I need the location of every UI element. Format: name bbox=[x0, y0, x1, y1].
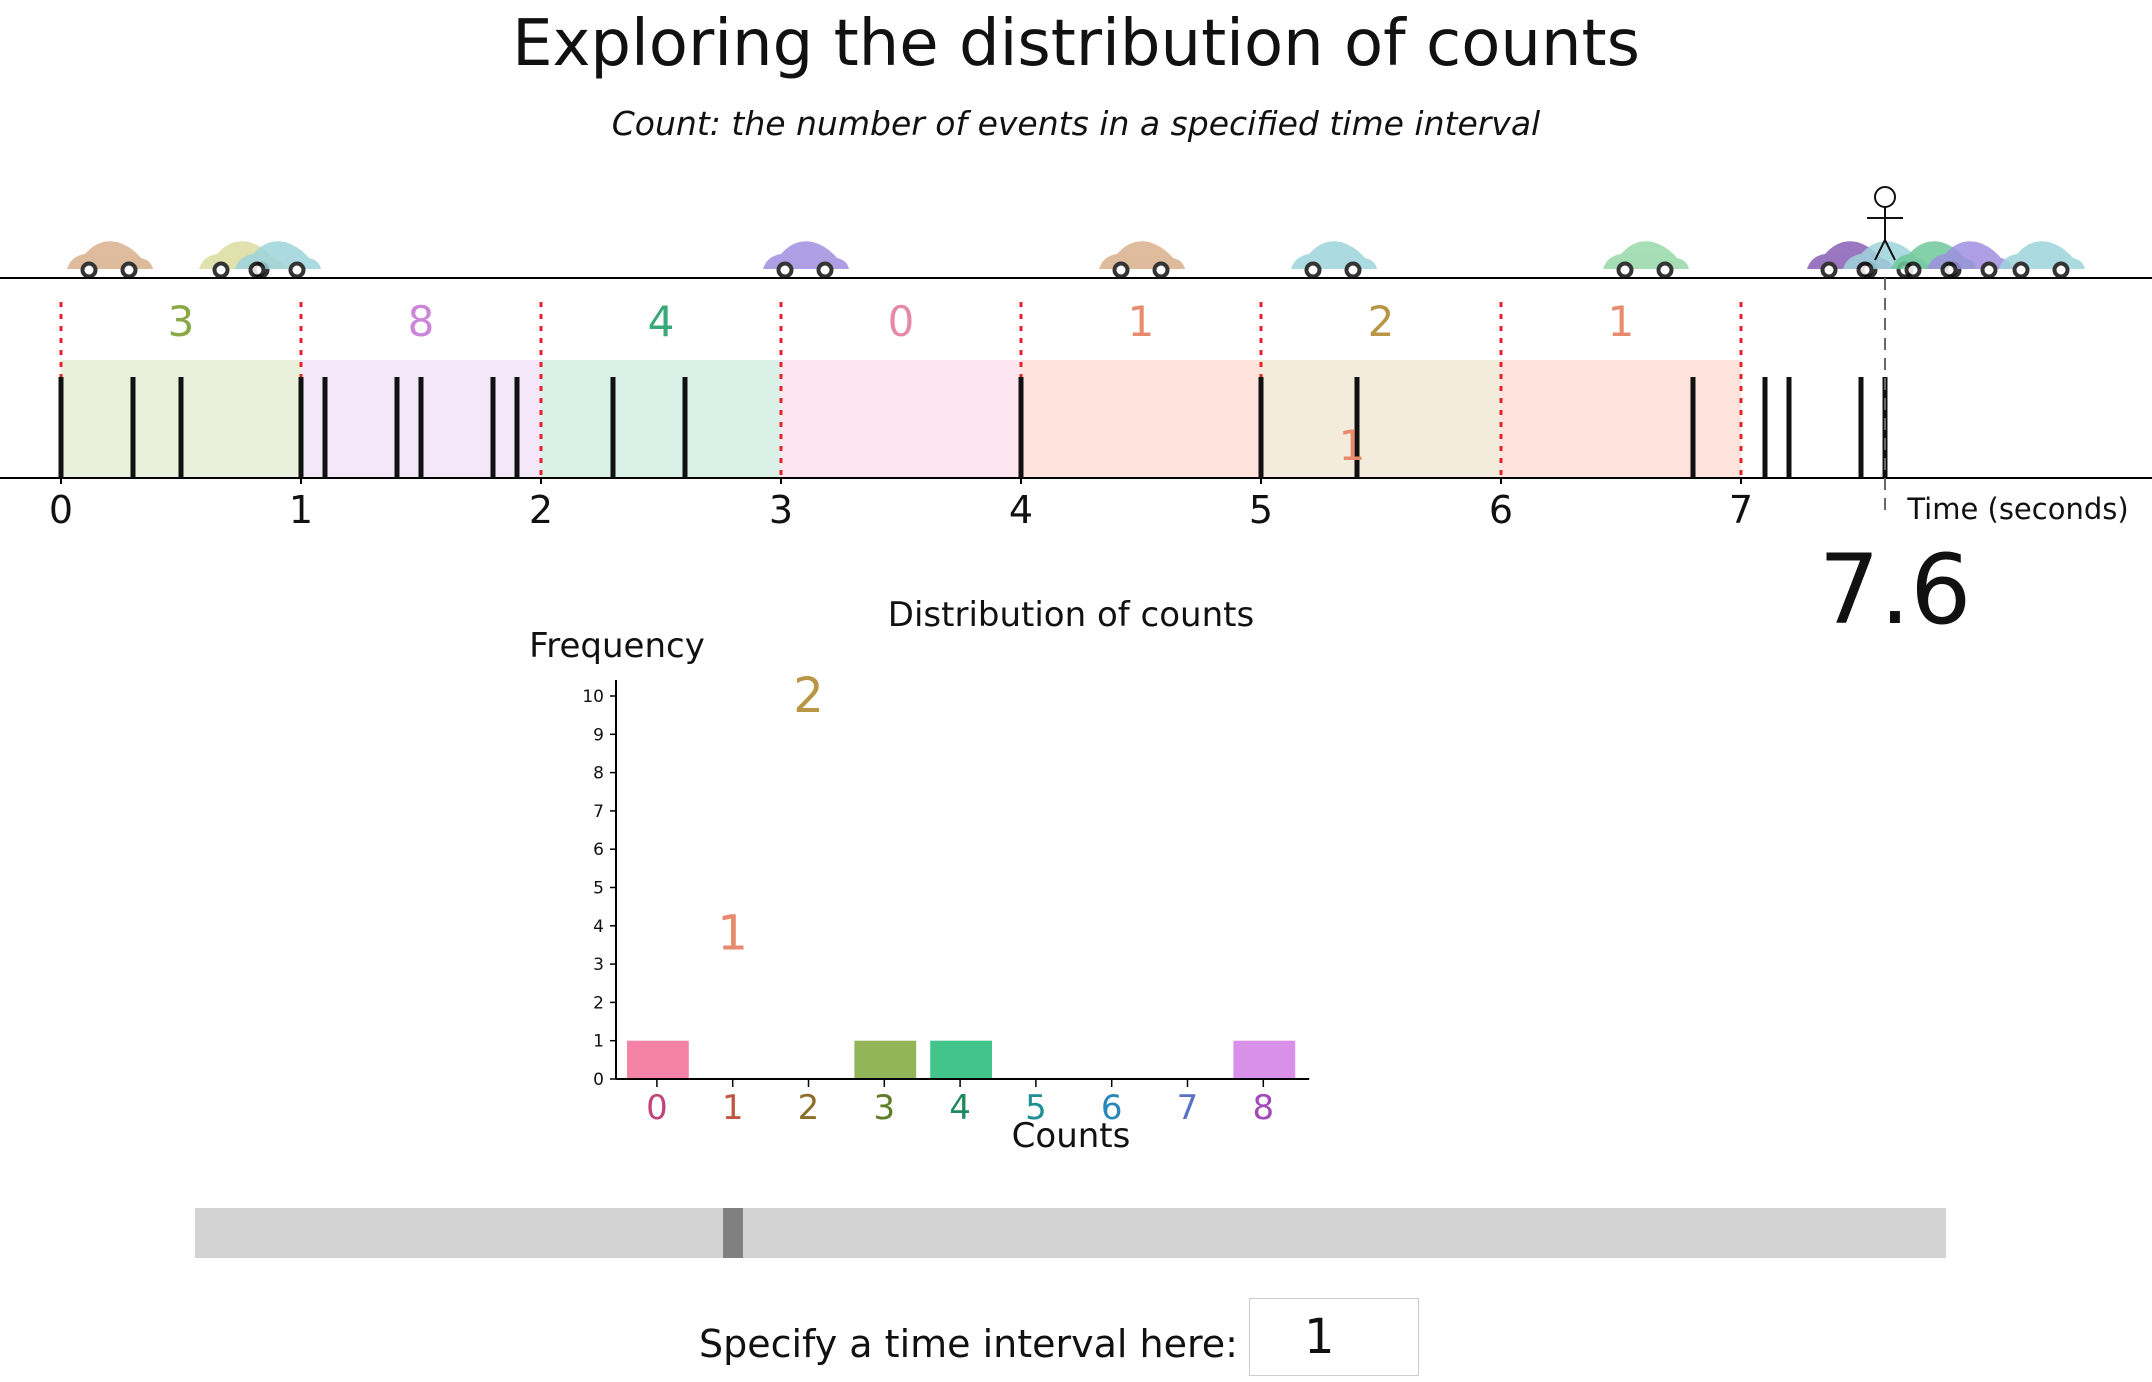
histogram-bar bbox=[930, 1040, 992, 1079]
car-icon bbox=[235, 241, 321, 279]
x-tick-label: 5 bbox=[1025, 1088, 1047, 1128]
interval-fill bbox=[541, 360, 781, 478]
histogram-chart: Distribution of counts Frequency Counts … bbox=[529, 595, 1310, 1156]
histogram-bar bbox=[627, 1040, 689, 1079]
interval-count-label: 0 bbox=[888, 297, 915, 346]
floating-count-label: 1 bbox=[717, 905, 748, 961]
interval-count-label: 2 bbox=[1368, 297, 1395, 346]
time-tick-label: 0 bbox=[49, 488, 73, 532]
car-icon bbox=[1099, 241, 1185, 279]
interval-fill bbox=[781, 360, 1021, 478]
x-tick-label: 0 bbox=[646, 1088, 668, 1128]
y-tick-label: 1 bbox=[593, 1032, 604, 1052]
histogram-y-label: Frequency bbox=[529, 626, 705, 666]
interval-input[interactable] bbox=[1249, 1298, 1419, 1376]
interval-count-label: 1 bbox=[1128, 297, 1155, 346]
time-tick-label: 6 bbox=[1489, 488, 1513, 532]
y-tick-label: 5 bbox=[593, 879, 604, 899]
x-tick-label: 8 bbox=[1252, 1088, 1274, 1128]
car-icon bbox=[67, 241, 153, 279]
x-tick-label: 7 bbox=[1177, 1088, 1199, 1128]
time-slider-thumb[interactable] bbox=[723, 1208, 744, 1258]
time-tick-label: 4 bbox=[1009, 488, 1033, 532]
histogram-title: Distribution of counts bbox=[888, 595, 1254, 635]
stick-figure-icon bbox=[1867, 186, 1903, 261]
interval-row: Specify a time interval here: bbox=[0, 1298, 2152, 1378]
time-axis-label: Time (seconds) bbox=[1906, 492, 2128, 526]
car-icon bbox=[1927, 241, 2013, 279]
y-tick-label: 2 bbox=[593, 993, 604, 1013]
current-time-readout: 7.6 bbox=[1819, 534, 1972, 646]
interval-count-label: 3 bbox=[168, 297, 195, 346]
y-tick-label: 10 bbox=[582, 687, 604, 707]
interval-count-label: 8 bbox=[408, 297, 435, 346]
time-tick-label: 3 bbox=[769, 488, 793, 532]
timeline-chart: 3 8 4 0 1 2 1 0 1 2 3 4 5 6 7 Time (seconds) 7.6 1 bbox=[0, 186, 2152, 646]
interval-count-label: 4 bbox=[648, 297, 675, 346]
car-icon bbox=[763, 241, 849, 279]
x-tick-label: 1 bbox=[722, 1088, 744, 1128]
y-tick-label: 3 bbox=[593, 955, 604, 975]
page-subtitle: Count: the number of events in a specifi… bbox=[611, 104, 1541, 143]
floating-count-label: 1 bbox=[1339, 421, 1366, 470]
time-tick-label: 1 bbox=[289, 488, 313, 532]
page-title: Exploring the distribution of counts bbox=[512, 7, 1640, 81]
time-tick-label: 7 bbox=[1729, 488, 1753, 532]
y-tick-label: 6 bbox=[593, 840, 604, 860]
time-tick-label: 2 bbox=[529, 488, 553, 532]
histogram-x-label: Counts bbox=[1012, 1116, 1131, 1156]
histogram-bar bbox=[854, 1040, 917, 1079]
interval-fill bbox=[1501, 360, 1741, 478]
x-tick-label: 4 bbox=[949, 1088, 971, 1128]
interval-count-label: 1 bbox=[1608, 297, 1635, 346]
x-tick-label: 3 bbox=[873, 1088, 895, 1128]
interval-fill bbox=[1021, 360, 1261, 478]
y-tick-label: 9 bbox=[593, 725, 604, 745]
car-icon bbox=[1999, 241, 2085, 279]
interval-label: Specify a time interval here: bbox=[698, 1322, 1238, 1366]
car-icon bbox=[1603, 241, 1689, 279]
x-tick-label: 2 bbox=[798, 1088, 820, 1128]
y-tick-label: 0 bbox=[593, 1070, 604, 1090]
y-tick-label: 7 bbox=[593, 802, 604, 822]
y-tick-label: 4 bbox=[593, 917, 604, 937]
time-slider[interactable] bbox=[195, 1208, 1946, 1258]
car-icon bbox=[1291, 241, 1377, 279]
interval-fill bbox=[1261, 360, 1501, 478]
histogram-bar bbox=[1233, 1040, 1296, 1079]
floating-count-label: 2 bbox=[793, 668, 824, 724]
time-tick-label: 5 bbox=[1249, 488, 1273, 532]
x-tick-label: 6 bbox=[1101, 1088, 1123, 1128]
y-tick-label: 8 bbox=[593, 764, 604, 784]
